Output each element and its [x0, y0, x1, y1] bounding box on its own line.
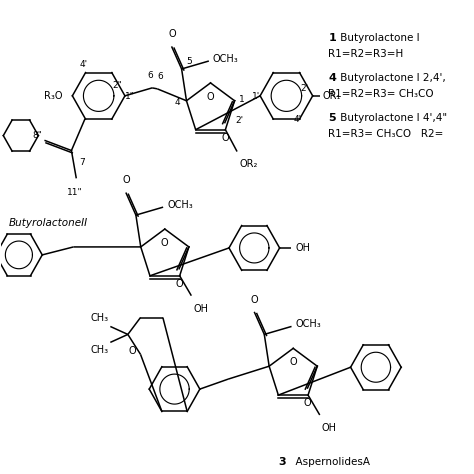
Text: 1: 1 — [239, 95, 245, 104]
Text: 1': 1' — [252, 92, 260, 101]
Text: 11": 11" — [66, 188, 82, 197]
Text: 1": 1" — [125, 92, 135, 101]
Text: 4': 4' — [294, 115, 302, 124]
Text: 1: 1 — [328, 33, 336, 43]
Text: O: O — [290, 357, 297, 367]
Text: 2': 2' — [300, 84, 308, 93]
Text: O: O — [207, 92, 214, 102]
Text: Butyrolactone I 4',4": Butyrolactone I 4',4" — [337, 113, 447, 123]
Text: CH₃: CH₃ — [90, 346, 109, 356]
Text: 2": 2" — [112, 82, 122, 91]
Text: OH: OH — [322, 423, 337, 433]
Text: 4: 4 — [328, 73, 336, 83]
Text: Butyrolactone I: Butyrolactone I — [337, 33, 419, 43]
Text: O: O — [122, 175, 130, 185]
Text: OR₂: OR₂ — [239, 159, 257, 170]
Text: OH: OH — [295, 243, 310, 253]
Text: 2': 2' — [235, 116, 243, 125]
Text: R₃O: R₃O — [44, 91, 63, 101]
Text: 4: 4 — [175, 98, 181, 107]
Text: ButyrolactoneII: ButyrolactoneII — [9, 218, 88, 228]
Text: OCH₃: OCH₃ — [167, 200, 193, 210]
Text: O: O — [251, 294, 258, 305]
Text: R1=R2=R3=H: R1=R2=R3=H — [328, 49, 403, 59]
Text: CH₃: CH₃ — [90, 313, 109, 323]
Text: OH: OH — [193, 304, 208, 314]
Text: R1=R2=R3= CH₃CO: R1=R2=R3= CH₃CO — [328, 89, 434, 99]
Text: Butyrolactone I 2,4',: Butyrolactone I 2,4', — [337, 73, 446, 83]
Text: 3: 3 — [279, 457, 286, 467]
Text: O: O — [221, 133, 228, 143]
Text: 7: 7 — [79, 158, 85, 167]
Text: 6: 6 — [147, 71, 153, 80]
Text: O: O — [128, 346, 136, 356]
Text: 6: 6 — [157, 72, 163, 81]
Text: 5: 5 — [328, 113, 336, 123]
Text: 5: 5 — [186, 57, 192, 66]
Text: O: O — [304, 398, 311, 408]
Text: OCH₃: OCH₃ — [295, 319, 321, 329]
Text: R1=R3= CH₃CO   R2=: R1=R3= CH₃CO R2= — [328, 128, 444, 138]
Text: 4': 4' — [80, 60, 88, 69]
Text: OR₁: OR₁ — [322, 91, 341, 101]
Text: O: O — [161, 238, 169, 248]
Text: 8": 8" — [32, 131, 42, 140]
Text: OCH₃: OCH₃ — [213, 54, 238, 64]
Text: O: O — [175, 279, 183, 289]
Text: AspernolidesA: AspernolidesA — [289, 457, 370, 467]
Text: O: O — [168, 29, 176, 39]
